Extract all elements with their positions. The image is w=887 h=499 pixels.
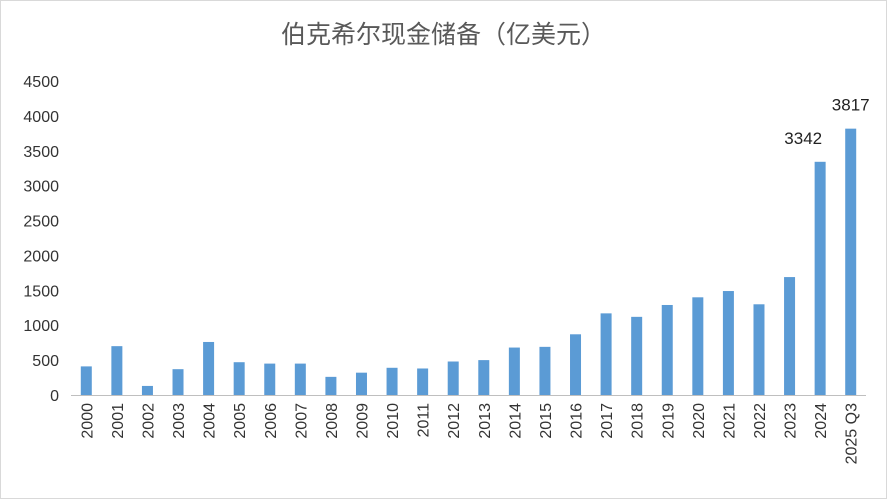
bar — [80, 366, 92, 395]
x-tick-label: 2023 — [783, 403, 800, 439]
x-tick-label: 2006 — [263, 403, 280, 439]
x-tick-label: 2009 — [354, 403, 371, 439]
y-tick-label: 2000 — [23, 248, 59, 265]
x-tick-label: 2012 — [446, 403, 463, 439]
y-tick-label: 1000 — [23, 318, 59, 335]
bar — [203, 341, 215, 395]
x-tick-label: 2007 — [293, 403, 310, 439]
x-tick-label: 2001 — [110, 403, 127, 439]
bar — [233, 362, 245, 395]
bar — [722, 291, 734, 395]
x-tick-label: 2013 — [477, 403, 494, 439]
bar — [784, 277, 796, 395]
bar — [264, 363, 276, 395]
bar — [447, 361, 459, 395]
bar — [814, 161, 826, 395]
x-tick-label: 2017 — [599, 403, 616, 439]
x-tick-label: 2015 — [538, 403, 555, 439]
y-tick-label: 2500 — [23, 214, 59, 231]
data-label: 3342 — [784, 129, 822, 148]
y-tick-label: 1500 — [23, 283, 59, 300]
bar — [111, 346, 123, 395]
x-tick-label: 2020 — [691, 403, 708, 439]
y-tick-label: 500 — [32, 353, 59, 370]
y-tick-label: 0 — [50, 388, 59, 405]
x-tick-label: 2011 — [416, 403, 433, 438]
x-tick-label: 2008 — [324, 403, 341, 439]
bar — [661, 304, 673, 395]
x-tick-label: 2004 — [202, 403, 219, 439]
y-tick-label: 4500 — [23, 74, 59, 91]
y-tick-label: 4000 — [23, 109, 59, 126]
x-tick-label: 2002 — [140, 403, 157, 439]
bar — [753, 304, 765, 395]
bar — [325, 376, 337, 395]
bar — [417, 368, 429, 395]
bar — [478, 360, 490, 395]
x-tick-label: 2018 — [630, 403, 647, 439]
x-tick-label: 2022 — [752, 403, 769, 439]
bar — [172, 369, 184, 395]
x-tick-label: 2016 — [569, 403, 586, 439]
x-tick-label: 2024 — [813, 403, 830, 439]
data-label: 3817 — [832, 96, 870, 115]
y-tick-label: 3500 — [23, 144, 59, 161]
bar — [539, 346, 551, 395]
bar — [692, 297, 704, 395]
bar — [600, 313, 612, 395]
x-tick-label: 2014 — [507, 403, 524, 439]
chart-title: 伯克希尔现金储备（亿美元） — [280, 20, 606, 49]
x-tick-label: 2019 — [660, 403, 677, 439]
x-tick-label: 2010 — [385, 403, 402, 439]
bar — [631, 316, 643, 395]
bar — [141, 385, 153, 395]
bar — [845, 128, 857, 395]
y-tick-label: 3000 — [23, 179, 59, 196]
bar — [386, 367, 398, 395]
bar — [355, 372, 367, 395]
bar — [508, 347, 520, 395]
bar — [294, 363, 306, 395]
x-tick-label: 2021 — [721, 403, 738, 439]
bar — [570, 334, 582, 395]
x-tick-label: 2000 — [79, 403, 96, 439]
x-tick-label: 2005 — [232, 403, 249, 439]
x-tick-label: 2003 — [171, 403, 188, 439]
x-tick-label: 2025 Q3 — [844, 403, 861, 464]
